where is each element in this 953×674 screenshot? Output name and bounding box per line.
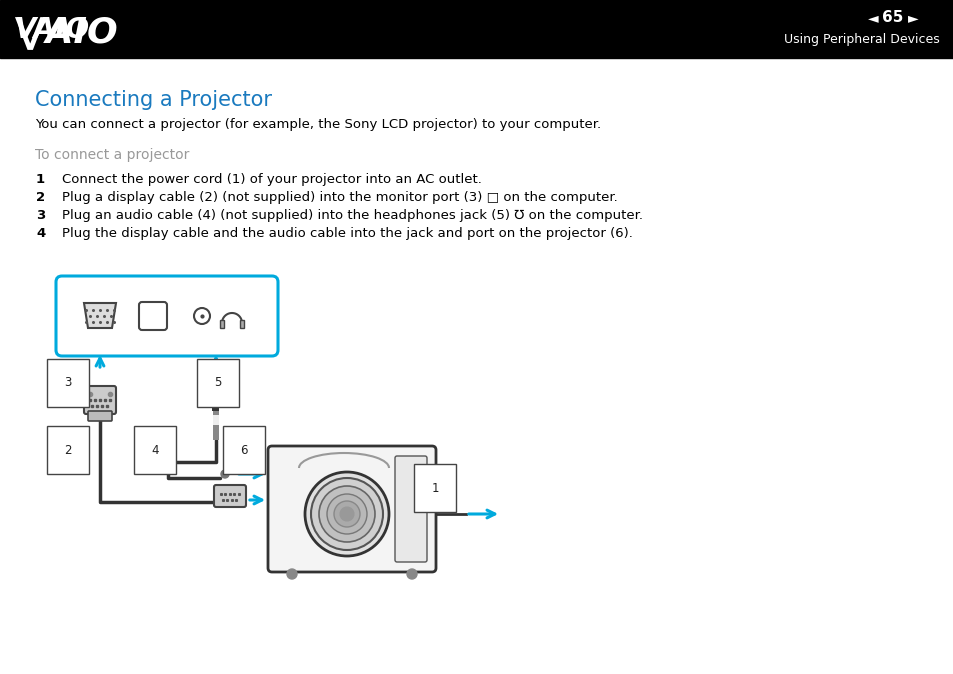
Circle shape bbox=[334, 501, 359, 527]
Text: Plug an audio cable (4) (not supplied) into the headphones jack (5) ℧ on the com: Plug an audio cable (4) (not supplied) i… bbox=[62, 209, 642, 222]
FancyBboxPatch shape bbox=[56, 276, 277, 356]
Circle shape bbox=[212, 381, 220, 389]
Text: Using Peripheral Devices: Using Peripheral Devices bbox=[783, 34, 939, 47]
FancyBboxPatch shape bbox=[88, 411, 112, 421]
Text: 1: 1 bbox=[36, 173, 45, 186]
Text: 65: 65 bbox=[882, 11, 902, 26]
Bar bbox=[240, 320, 244, 328]
Text: 6: 6 bbox=[240, 443, 248, 456]
Circle shape bbox=[311, 478, 382, 550]
Text: 2: 2 bbox=[64, 443, 71, 456]
Text: ►: ► bbox=[906, 11, 918, 25]
Circle shape bbox=[193, 308, 210, 324]
FancyBboxPatch shape bbox=[268, 446, 436, 572]
Polygon shape bbox=[84, 303, 116, 328]
Bar bbox=[213, 385, 219, 440]
Text: To connect a projector: To connect a projector bbox=[35, 148, 190, 162]
Text: 3: 3 bbox=[64, 377, 71, 390]
Circle shape bbox=[287, 569, 296, 579]
Text: VAIO: VAIO bbox=[15, 16, 90, 44]
Circle shape bbox=[407, 569, 416, 579]
Circle shape bbox=[327, 494, 367, 534]
Bar bbox=[213, 397, 219, 401]
Circle shape bbox=[318, 486, 375, 542]
Text: ⋁AIO: ⋁AIO bbox=[15, 15, 117, 49]
Text: 5: 5 bbox=[214, 377, 221, 390]
Text: 4: 4 bbox=[36, 227, 45, 240]
Text: Plug the display cable and the audio cable into the jack and port on the project: Plug the display cable and the audio cab… bbox=[62, 227, 632, 240]
Bar bbox=[213, 407, 219, 411]
FancyBboxPatch shape bbox=[139, 302, 167, 330]
FancyBboxPatch shape bbox=[84, 386, 116, 414]
Text: 4: 4 bbox=[152, 443, 158, 456]
Text: Connecting a Projector: Connecting a Projector bbox=[35, 90, 272, 110]
Bar bbox=[213, 415, 219, 425]
Bar bbox=[220, 320, 224, 328]
FancyBboxPatch shape bbox=[395, 456, 427, 562]
Circle shape bbox=[221, 470, 229, 478]
Text: ◄: ◄ bbox=[867, 11, 878, 25]
Text: Connect the power cord (1) of your projector into an AC outlet.: Connect the power cord (1) of your proje… bbox=[62, 173, 481, 186]
Circle shape bbox=[339, 507, 354, 521]
Circle shape bbox=[305, 472, 389, 556]
Text: 1: 1 bbox=[431, 481, 438, 495]
Text: Plug a display cable (2) (not supplied) into the monitor port (3) □ on the compu: Plug a display cable (2) (not supplied) … bbox=[62, 191, 618, 204]
Text: You can connect a projector (for example, the Sony LCD projector) to your comput: You can connect a projector (for example… bbox=[35, 118, 600, 131]
Text: 3: 3 bbox=[36, 209, 45, 222]
Bar bbox=[0, 0, 953, 58]
Text: 2: 2 bbox=[36, 191, 45, 204]
FancyBboxPatch shape bbox=[213, 485, 246, 507]
